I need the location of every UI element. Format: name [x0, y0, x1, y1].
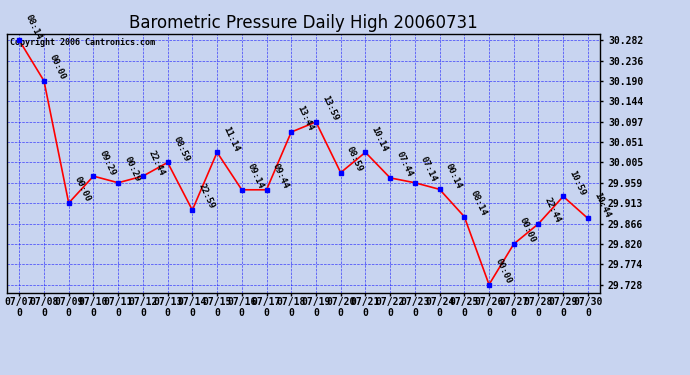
- Text: 07:14: 07:14: [419, 155, 439, 183]
- Text: 08:14: 08:14: [469, 189, 488, 217]
- Text: 11:14: 11:14: [221, 125, 241, 153]
- Text: 22:59: 22:59: [197, 183, 216, 211]
- Text: 07:44: 07:44: [394, 150, 414, 178]
- Text: 09:14: 09:14: [246, 162, 266, 190]
- Text: 08:59: 08:59: [345, 145, 364, 173]
- Text: 22:44: 22:44: [542, 196, 562, 224]
- Text: 13:59: 13:59: [320, 94, 339, 123]
- Text: 00:00: 00:00: [493, 257, 513, 285]
- Text: 10:14: 10:14: [370, 125, 389, 153]
- Text: 00:14: 00:14: [444, 162, 463, 190]
- Text: 09:44: 09:44: [270, 162, 290, 190]
- Text: 00:00: 00:00: [48, 53, 68, 81]
- Text: 00:00: 00:00: [73, 176, 92, 204]
- Text: 08:59: 08:59: [172, 135, 191, 163]
- Text: 10:44: 10:44: [592, 191, 611, 219]
- Text: 13:44: 13:44: [295, 105, 315, 133]
- Text: Copyright 2006 Cantronics.com: Copyright 2006 Cantronics.com: [10, 38, 155, 46]
- Text: 10:59: 10:59: [567, 169, 587, 197]
- Title: Barometric Pressure Daily High 20060731: Barometric Pressure Daily High 20060731: [129, 14, 478, 32]
- Text: 08:14: 08:14: [23, 13, 43, 41]
- Text: 22:44: 22:44: [147, 148, 166, 177]
- Text: 00:29: 00:29: [122, 155, 142, 183]
- Text: 09:29: 09:29: [97, 148, 117, 177]
- Text: 00:00: 00:00: [518, 216, 538, 244]
